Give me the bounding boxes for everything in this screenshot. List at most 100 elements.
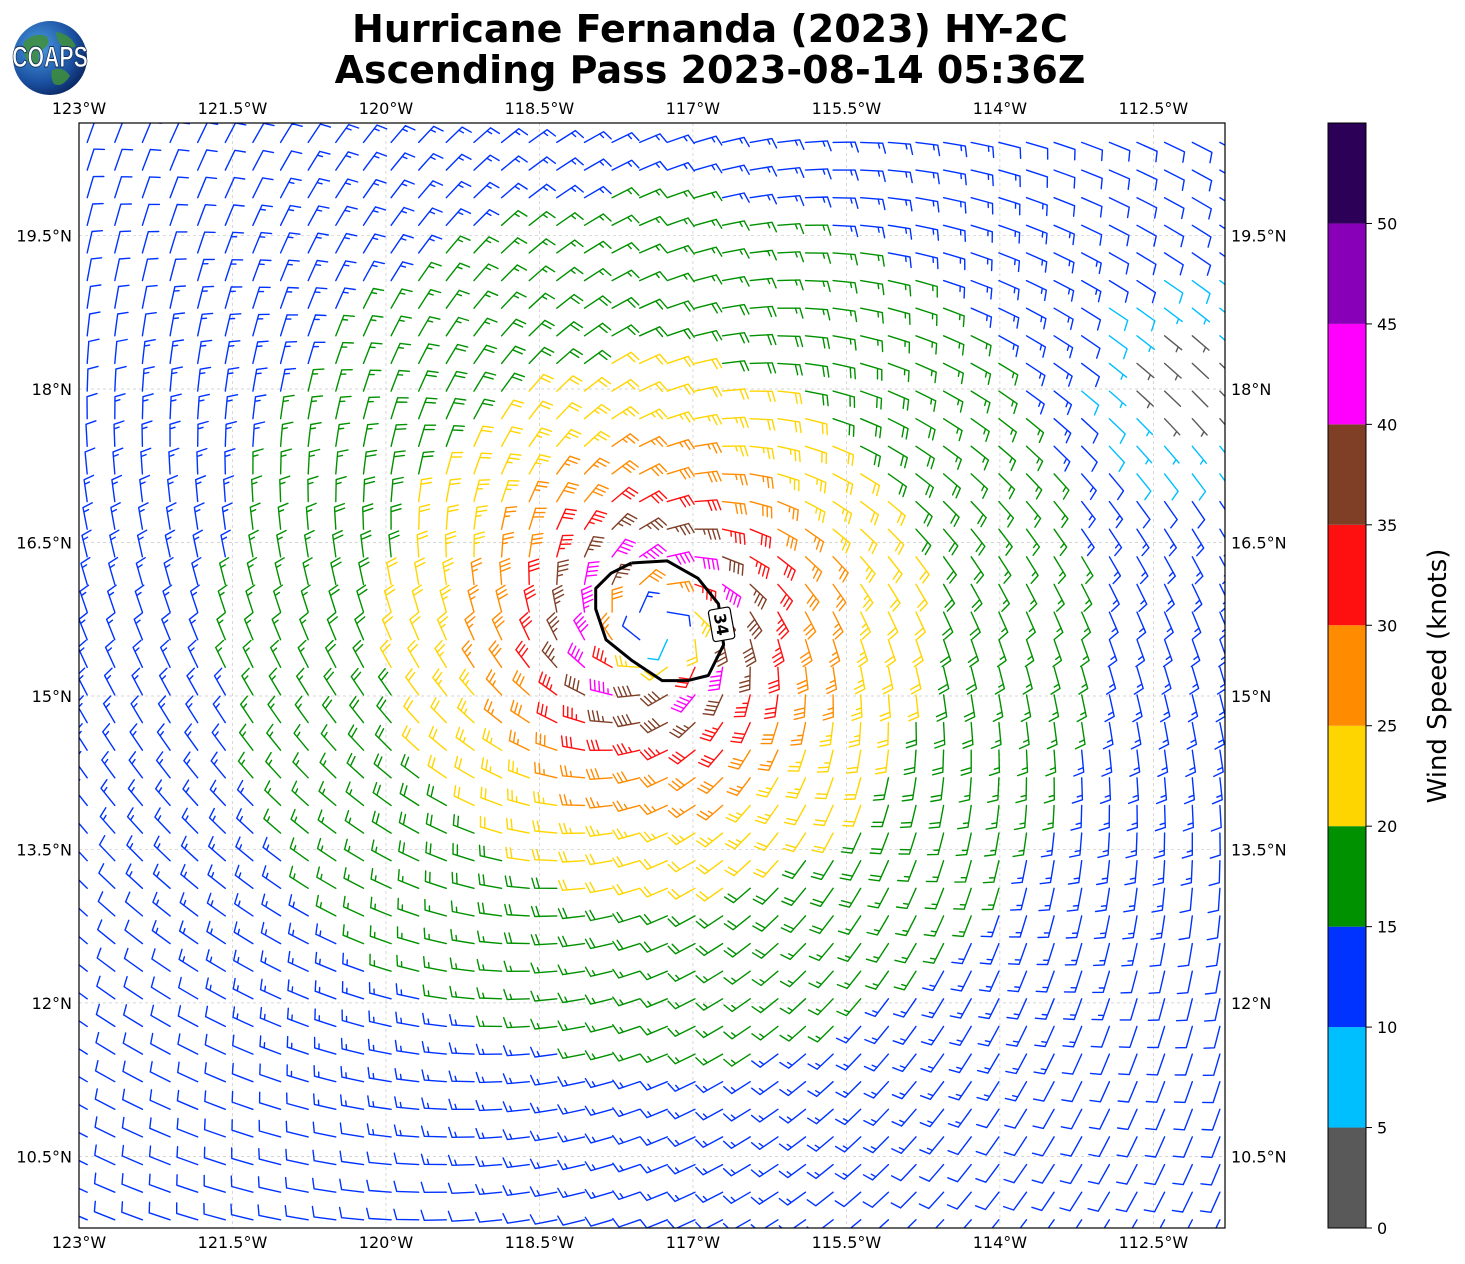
wind-barb <box>420 1209 447 1221</box>
wind-barb <box>942 418 963 442</box>
wind-barb <box>1008 942 1028 965</box>
wind-barb <box>176 1174 199 1193</box>
wind-barb <box>500 182 528 199</box>
wind-barb <box>1108 418 1126 444</box>
wind-barb <box>261 865 282 889</box>
wind-barb <box>338 1206 365 1221</box>
wind-barb <box>694 246 723 257</box>
wind-barb <box>1136 556 1149 585</box>
wind-barb <box>592 645 613 668</box>
wind-barb <box>366 1179 392 1193</box>
wind-barb <box>114 311 129 337</box>
wind-barb <box>1053 307 1074 331</box>
wind-barb <box>970 583 983 612</box>
wind-barb <box>920 1025 945 1046</box>
wind-barb <box>418 397 438 420</box>
wind-barb <box>358 557 370 586</box>
wind-barb <box>1162 639 1173 668</box>
wind-barb <box>1163 500 1178 529</box>
wind-barb <box>998 611 1009 640</box>
wind-barb <box>721 416 749 429</box>
wind-barb <box>879 694 891 722</box>
wind-barb <box>500 453 522 475</box>
wind-barb <box>285 1120 309 1138</box>
wind-barb <box>639 1053 668 1064</box>
wind-barb <box>771 639 785 668</box>
wind-barb <box>307 341 326 365</box>
wind-barb <box>928 804 945 829</box>
wind-barb <box>130 695 144 724</box>
wind-barb <box>422 984 447 1000</box>
wind-barb <box>79 778 88 807</box>
colorbar-segment <box>1328 725 1366 827</box>
wind-barb <box>816 749 834 773</box>
wind-barb <box>366 1207 392 1221</box>
wind-barb <box>317 809 337 834</box>
wind-barb <box>611 433 639 447</box>
wind-barb <box>777 390 803 405</box>
wind-barb <box>1191 141 1213 164</box>
lat-tick-label-left: 15°N <box>32 687 72 706</box>
wind-barb <box>919 1163 945 1182</box>
wind-barb <box>666 439 695 451</box>
wind-barb <box>1034 1025 1055 1048</box>
wind-barb <box>102 723 116 751</box>
wind-barb <box>666 611 691 627</box>
wind-barb <box>860 141 887 154</box>
contour-label-box: 34 <box>707 606 736 643</box>
wind-barb <box>444 530 457 558</box>
wind-barb <box>169 203 189 226</box>
wind-barb <box>312 1121 337 1138</box>
wind-barb <box>1063 998 1083 1021</box>
wind-barb <box>335 178 359 199</box>
wind-barb <box>335 314 355 337</box>
wind-barb <box>335 422 351 447</box>
wind-barb <box>1191 583 1203 612</box>
wind-barb <box>180 835 199 862</box>
wind-barb <box>1053 224 1075 246</box>
wind-barb <box>1174 1053 1193 1076</box>
wind-barb <box>860 583 874 612</box>
wind-barb <box>583 213 612 226</box>
wind-barb <box>1136 279 1157 304</box>
wind-barb <box>1136 335 1156 353</box>
wind-barb <box>1163 390 1182 407</box>
wind-barb <box>313 1093 337 1110</box>
wind-barb <box>942 528 959 556</box>
wind-barb <box>1175 1025 1193 1049</box>
wind-barb <box>528 532 544 558</box>
wind-barb <box>500 237 528 254</box>
chart-title-line2: Ascending Pass 2023-08-14 05:36Z <box>334 48 1086 92</box>
wind-barb <box>723 1108 751 1122</box>
wind-barb <box>224 259 244 282</box>
wind-barb <box>86 175 105 199</box>
wind-barb <box>445 316 470 337</box>
wind-barb <box>970 390 991 414</box>
wind-barb <box>749 305 777 318</box>
wind-barb <box>584 1161 613 1172</box>
wind-barb <box>1180 860 1193 886</box>
wind-barb <box>694 135 723 146</box>
wind-barb <box>919 1108 945 1128</box>
wind-barb <box>998 252 1021 273</box>
wind-barb <box>840 832 862 854</box>
wind-barb <box>445 425 465 447</box>
wind-barb <box>1118 1025 1138 1048</box>
wind-barb <box>612 1024 641 1035</box>
wind-barb <box>970 473 989 499</box>
wind-barb <box>257 1204 282 1221</box>
wind-barb <box>1067 860 1083 885</box>
wind-barb <box>368 982 392 1000</box>
wind-barb <box>160 639 171 668</box>
wind-barb <box>612 939 641 951</box>
wind-barb <box>742 639 757 668</box>
wind-barb <box>326 612 338 641</box>
wind-barb <box>346 752 365 779</box>
wind-barb <box>94 1088 116 1110</box>
wind-barb <box>780 942 807 961</box>
wind-barb <box>1116 1163 1138 1185</box>
wind-barb <box>1033 1053 1055 1075</box>
wind-barb <box>1202 1081 1221 1104</box>
wind-barb <box>284 1205 309 1221</box>
wind-barb <box>528 507 547 530</box>
